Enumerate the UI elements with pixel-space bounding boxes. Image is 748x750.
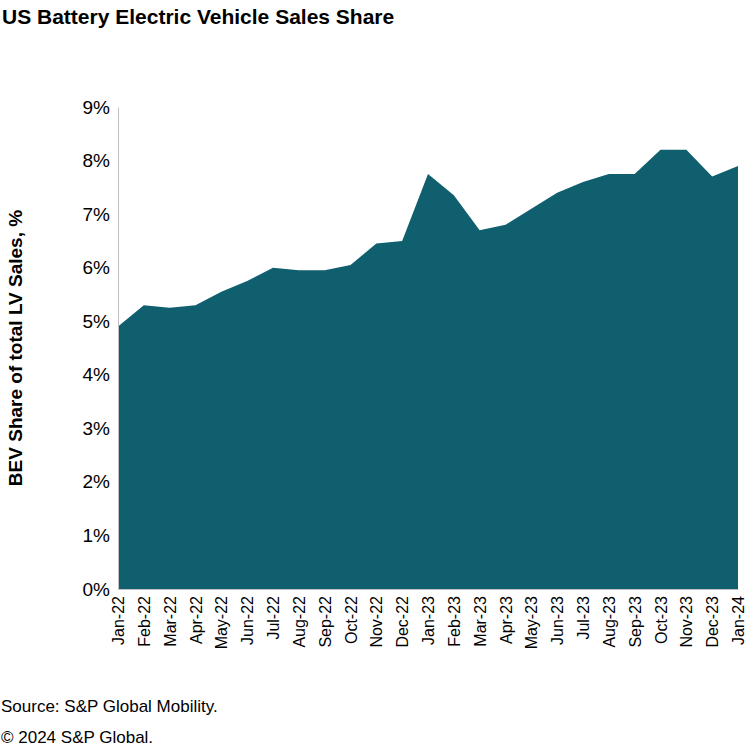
x-tick-label: Jun-22 [239, 596, 256, 645]
y-tick-label: 8% [83, 150, 111, 171]
x-tick: Feb-22 [136, 589, 153, 647]
y-tick: 5% [83, 311, 118, 332]
x-tick-label: Dec-22 [394, 596, 411, 648]
x-tick: Mar-22 [162, 589, 179, 647]
y-tick: 4% [83, 364, 118, 385]
y-tick-label: 4% [83, 364, 111, 385]
x-tick: Apr-22 [188, 589, 205, 644]
x-tick-label: Apr-23 [498, 596, 515, 644]
x-tick-label: May-22 [213, 596, 230, 649]
x-tick-label: Aug-23 [601, 596, 618, 648]
x-tick: Jun-23 [549, 589, 566, 645]
y-tick-label: 9% [83, 97, 111, 118]
x-tick: Oct-22 [343, 589, 360, 644]
x-tick-label: Sep-22 [317, 596, 334, 648]
x-tick-label: May-23 [523, 596, 540, 649]
x-axis-line [119, 589, 739, 590]
x-tick: Feb-23 [446, 589, 463, 647]
x-tick-label: Mar-22 [162, 596, 179, 647]
x-tick: Aug-22 [291, 589, 308, 648]
x-tick: Dec-23 [704, 589, 721, 648]
x-tick-label: Nov-22 [368, 596, 385, 648]
y-tick: 9% [83, 97, 118, 118]
chart: US Battery Electric Vehicle Sales Share 0… [0, 0, 748, 750]
x-tick: Jun-22 [239, 589, 256, 645]
y-tick-label: 1% [83, 525, 111, 546]
area [118, 150, 738, 589]
y-tick-label: 2% [83, 471, 111, 492]
y-tick: 2% [83, 471, 118, 492]
x-tick: Oct-23 [653, 589, 670, 644]
x-tick-label: Feb-22 [136, 596, 153, 647]
y-tick-label: 5% [83, 311, 111, 332]
x-tick: Sep-22 [317, 589, 334, 648]
y-tick: 6% [83, 257, 118, 278]
y-tick-label: 0% [83, 579, 111, 600]
x-axis: Jan-22 Feb-22 Mar-22 Apr-22 May-22 Jun-22 Jul-… [110, 589, 747, 649]
x-tick-label: Jan-24 [730, 596, 747, 645]
x-tick: Mar-23 [472, 589, 489, 647]
x-tick: Nov-22 [368, 589, 385, 648]
x-tick-label: Feb-23 [446, 596, 463, 647]
x-tick: May-23 [523, 589, 540, 649]
x-tick-label: Sep-23 [627, 596, 644, 648]
x-tick-label: Mar-23 [472, 596, 489, 647]
y-tick: 7% [83, 204, 118, 225]
x-tick: Jan-23 [420, 589, 437, 645]
x-tick: Dec-22 [394, 589, 411, 648]
x-tick-label: Apr-22 [188, 596, 205, 644]
y-tick: 3% [83, 418, 118, 439]
x-tick: Jul-22 [265, 589, 282, 640]
x-tick-label: Jan-23 [420, 596, 437, 645]
marks [118, 150, 738, 589]
plot: 0% 1% 2% 3% 4% 5% 6% 7% 8% 9% Jan-22 Feb-22 Mar-22 Ap… [83, 97, 748, 650]
x-tick: Jul-23 [575, 589, 592, 640]
y-tick: 8% [83, 150, 118, 171]
annotation: © 2024 S&P Global. [1, 728, 153, 747]
y-axis-line [118, 108, 119, 590]
y-tick: 1% [83, 525, 118, 546]
x-tick-label: Oct-23 [653, 596, 670, 644]
x-tick-label: Jul-23 [575, 596, 592, 640]
x-tick-label: Jul-22 [265, 596, 282, 640]
x-tick-label: Nov-23 [678, 596, 695, 648]
x-tick: Nov-23 [678, 589, 695, 648]
annotation: Source: S&P Global Mobility. [1, 697, 218, 716]
y-axis: 0% 1% 2% 3% 4% 5% 6% 7% 8% 9% [83, 97, 119, 600]
y-tick-label: 7% [83, 204, 111, 225]
x-tick-label: Jun-23 [549, 596, 566, 645]
x-tick-label: Jan-22 [110, 596, 127, 645]
x-tick-label: Dec-23 [704, 596, 721, 648]
y-tick-label: 6% [83, 257, 111, 278]
x-tick-label: Aug-22 [291, 596, 308, 648]
y-tick-label: 3% [83, 418, 111, 439]
x-tick: Jan-24 [730, 589, 747, 645]
x-tick: Jan-22 [110, 589, 127, 645]
x-tick-label: Oct-22 [343, 596, 360, 644]
x-tick: Sep-23 [627, 589, 644, 648]
x-tick: Apr-23 [498, 589, 515, 644]
x-tick: May-22 [213, 589, 230, 649]
y-axis-title: BEV Share of total LV Sales, % [5, 210, 26, 486]
title: US Battery Electric Vehicle Sales Share [2, 5, 394, 28]
x-tick: Aug-23 [601, 589, 618, 648]
